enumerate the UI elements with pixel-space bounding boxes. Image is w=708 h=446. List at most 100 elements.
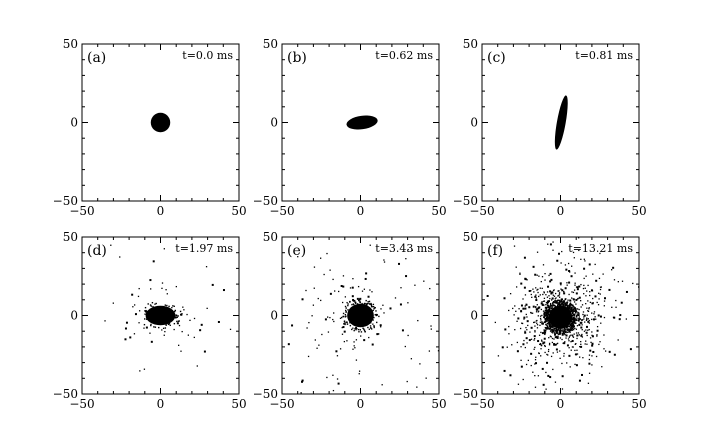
particle — [573, 318, 575, 321]
y-tick-label: 50 — [63, 37, 78, 51]
particle — [380, 326, 382, 328]
particle — [566, 328, 568, 330]
particle — [363, 328, 365, 330]
particle — [383, 261, 386, 263]
particle — [560, 300, 563, 302]
particle — [200, 323, 203, 326]
particle — [263, 304, 264, 305]
particle — [591, 342, 594, 345]
particle — [557, 332, 559, 335]
particle — [162, 327, 165, 329]
plot-area — [554, 95, 568, 150]
particle — [539, 317, 542, 320]
particle — [578, 379, 581, 382]
particle — [548, 308, 550, 310]
particle — [542, 342, 545, 345]
particle — [551, 305, 553, 307]
particle — [139, 370, 141, 372]
particle — [572, 327, 575, 329]
particle — [561, 388, 564, 390]
particle — [342, 285, 345, 288]
plot-area — [346, 115, 378, 130]
particle — [530, 311, 532, 314]
particle — [588, 263, 591, 266]
particle — [526, 316, 528, 318]
particle — [548, 311, 551, 313]
particle — [591, 302, 594, 305]
particle — [306, 327, 308, 329]
particle — [569, 323, 572, 326]
particle — [575, 319, 578, 321]
particle — [604, 297, 606, 300]
particle — [583, 293, 585, 295]
particle — [596, 334, 598, 336]
particle — [575, 353, 578, 356]
particle — [373, 308, 375, 310]
particle — [576, 337, 578, 340]
particle — [527, 396, 528, 397]
particle — [345, 315, 347, 317]
particle — [577, 297, 579, 300]
particle — [573, 307, 575, 310]
particle — [343, 330, 346, 333]
particle — [594, 295, 597, 298]
particle — [538, 352, 540, 355]
particle — [468, 247, 469, 248]
particle — [560, 328, 562, 330]
time-label: t=1.97 ms — [175, 242, 233, 255]
particle — [566, 326, 568, 329]
particle — [347, 303, 349, 305]
particle — [521, 322, 524, 325]
particle — [563, 292, 566, 295]
particle — [557, 302, 559, 304]
particle — [153, 326, 155, 328]
particle — [138, 322, 140, 324]
particle — [545, 323, 547, 326]
particle — [576, 325, 579, 327]
particle — [151, 301, 154, 304]
particle — [193, 336, 195, 339]
x-tick-label: 50 — [231, 397, 246, 411]
particle — [508, 309, 510, 312]
particle — [570, 334, 572, 336]
particle — [545, 320, 548, 322]
y-tick-label: 0 — [70, 116, 78, 130]
particle — [527, 324, 529, 327]
particle — [566, 284, 568, 286]
particle — [543, 292, 545, 294]
particle — [586, 334, 588, 337]
particle — [523, 256, 526, 259]
particle — [206, 307, 208, 310]
particle — [361, 302, 363, 305]
particle — [553, 289, 555, 291]
particle — [129, 336, 132, 339]
particle — [333, 320, 335, 323]
x-tick-label: 50 — [631, 397, 646, 411]
particle — [585, 325, 588, 328]
particle — [541, 367, 544, 370]
particle — [164, 327, 167, 329]
particle — [550, 329, 552, 332]
particle — [181, 330, 183, 333]
particle — [349, 324, 352, 327]
particle — [404, 345, 406, 348]
particle — [600, 286, 602, 288]
particle — [568, 270, 571, 272]
particle — [558, 300, 560, 302]
particle — [569, 308, 571, 310]
particle — [538, 334, 541, 336]
particle — [599, 286, 602, 288]
particle — [166, 304, 168, 307]
particle — [368, 336, 370, 339]
particle — [551, 307, 553, 310]
particle — [578, 323, 581, 326]
particle — [586, 307, 588, 309]
particle — [598, 292, 600, 294]
particle — [568, 307, 570, 310]
particle — [591, 343, 594, 346]
particle — [545, 315, 547, 317]
plot-area — [104, 244, 232, 372]
particle — [553, 301, 555, 304]
particle — [587, 318, 589, 320]
particle — [542, 264, 545, 266]
